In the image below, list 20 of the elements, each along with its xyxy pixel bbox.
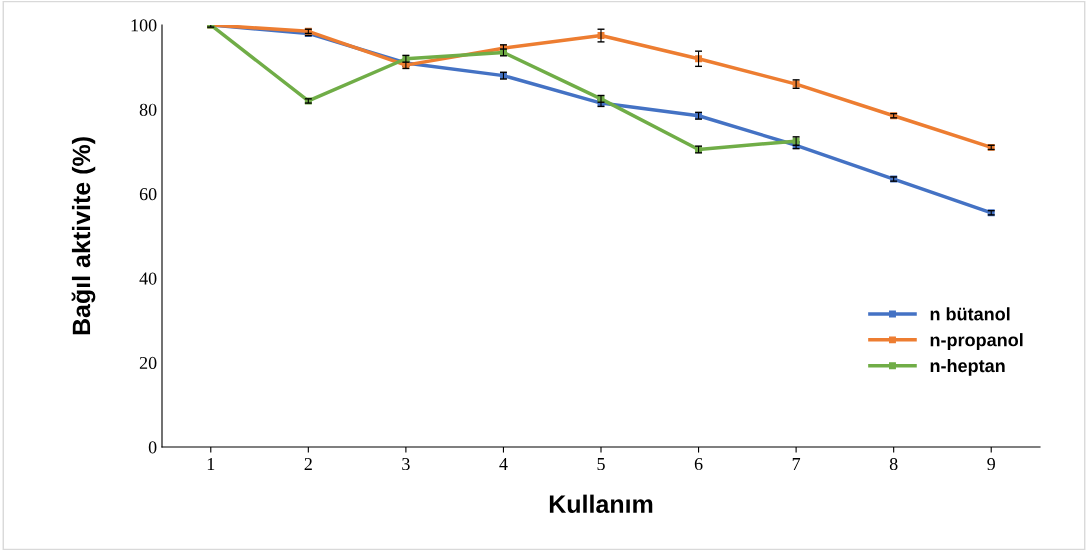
x-tick-label: 7 — [792, 458, 801, 470]
y-tick-label: 0 — [148, 441, 157, 454]
x-tick-label: 3 — [402, 457, 410, 471]
y-tick-label: 20 — [139, 356, 157, 370]
y-tick-label: 80 — [139, 103, 157, 116]
x-tick-label: 6 — [694, 457, 703, 471]
x-tick-label: 5 — [597, 458, 605, 471]
x-axis-title: Kullanım — [549, 494, 653, 513]
x-tick-label: 9 — [987, 457, 995, 471]
y-tick-label: 100 — [131, 19, 157, 32]
legend-label: n-heptan — [930, 358, 1005, 376]
y-tick-label: 60 — [139, 188, 157, 201]
y-tick-label: 40 — [139, 272, 157, 285]
legend-label: n bütanol — [930, 307, 1010, 321]
legend-label: n-propanol — [930, 333, 1023, 350]
x-tick-label: 2 — [304, 457, 312, 470]
x-tick-label: 1 — [207, 458, 215, 470]
y-axis-title: Bağıl aktivite (%) — [71, 137, 96, 335]
x-tick-label: 8 — [889, 457, 898, 471]
x-tick-label: 4 — [499, 458, 508, 470]
